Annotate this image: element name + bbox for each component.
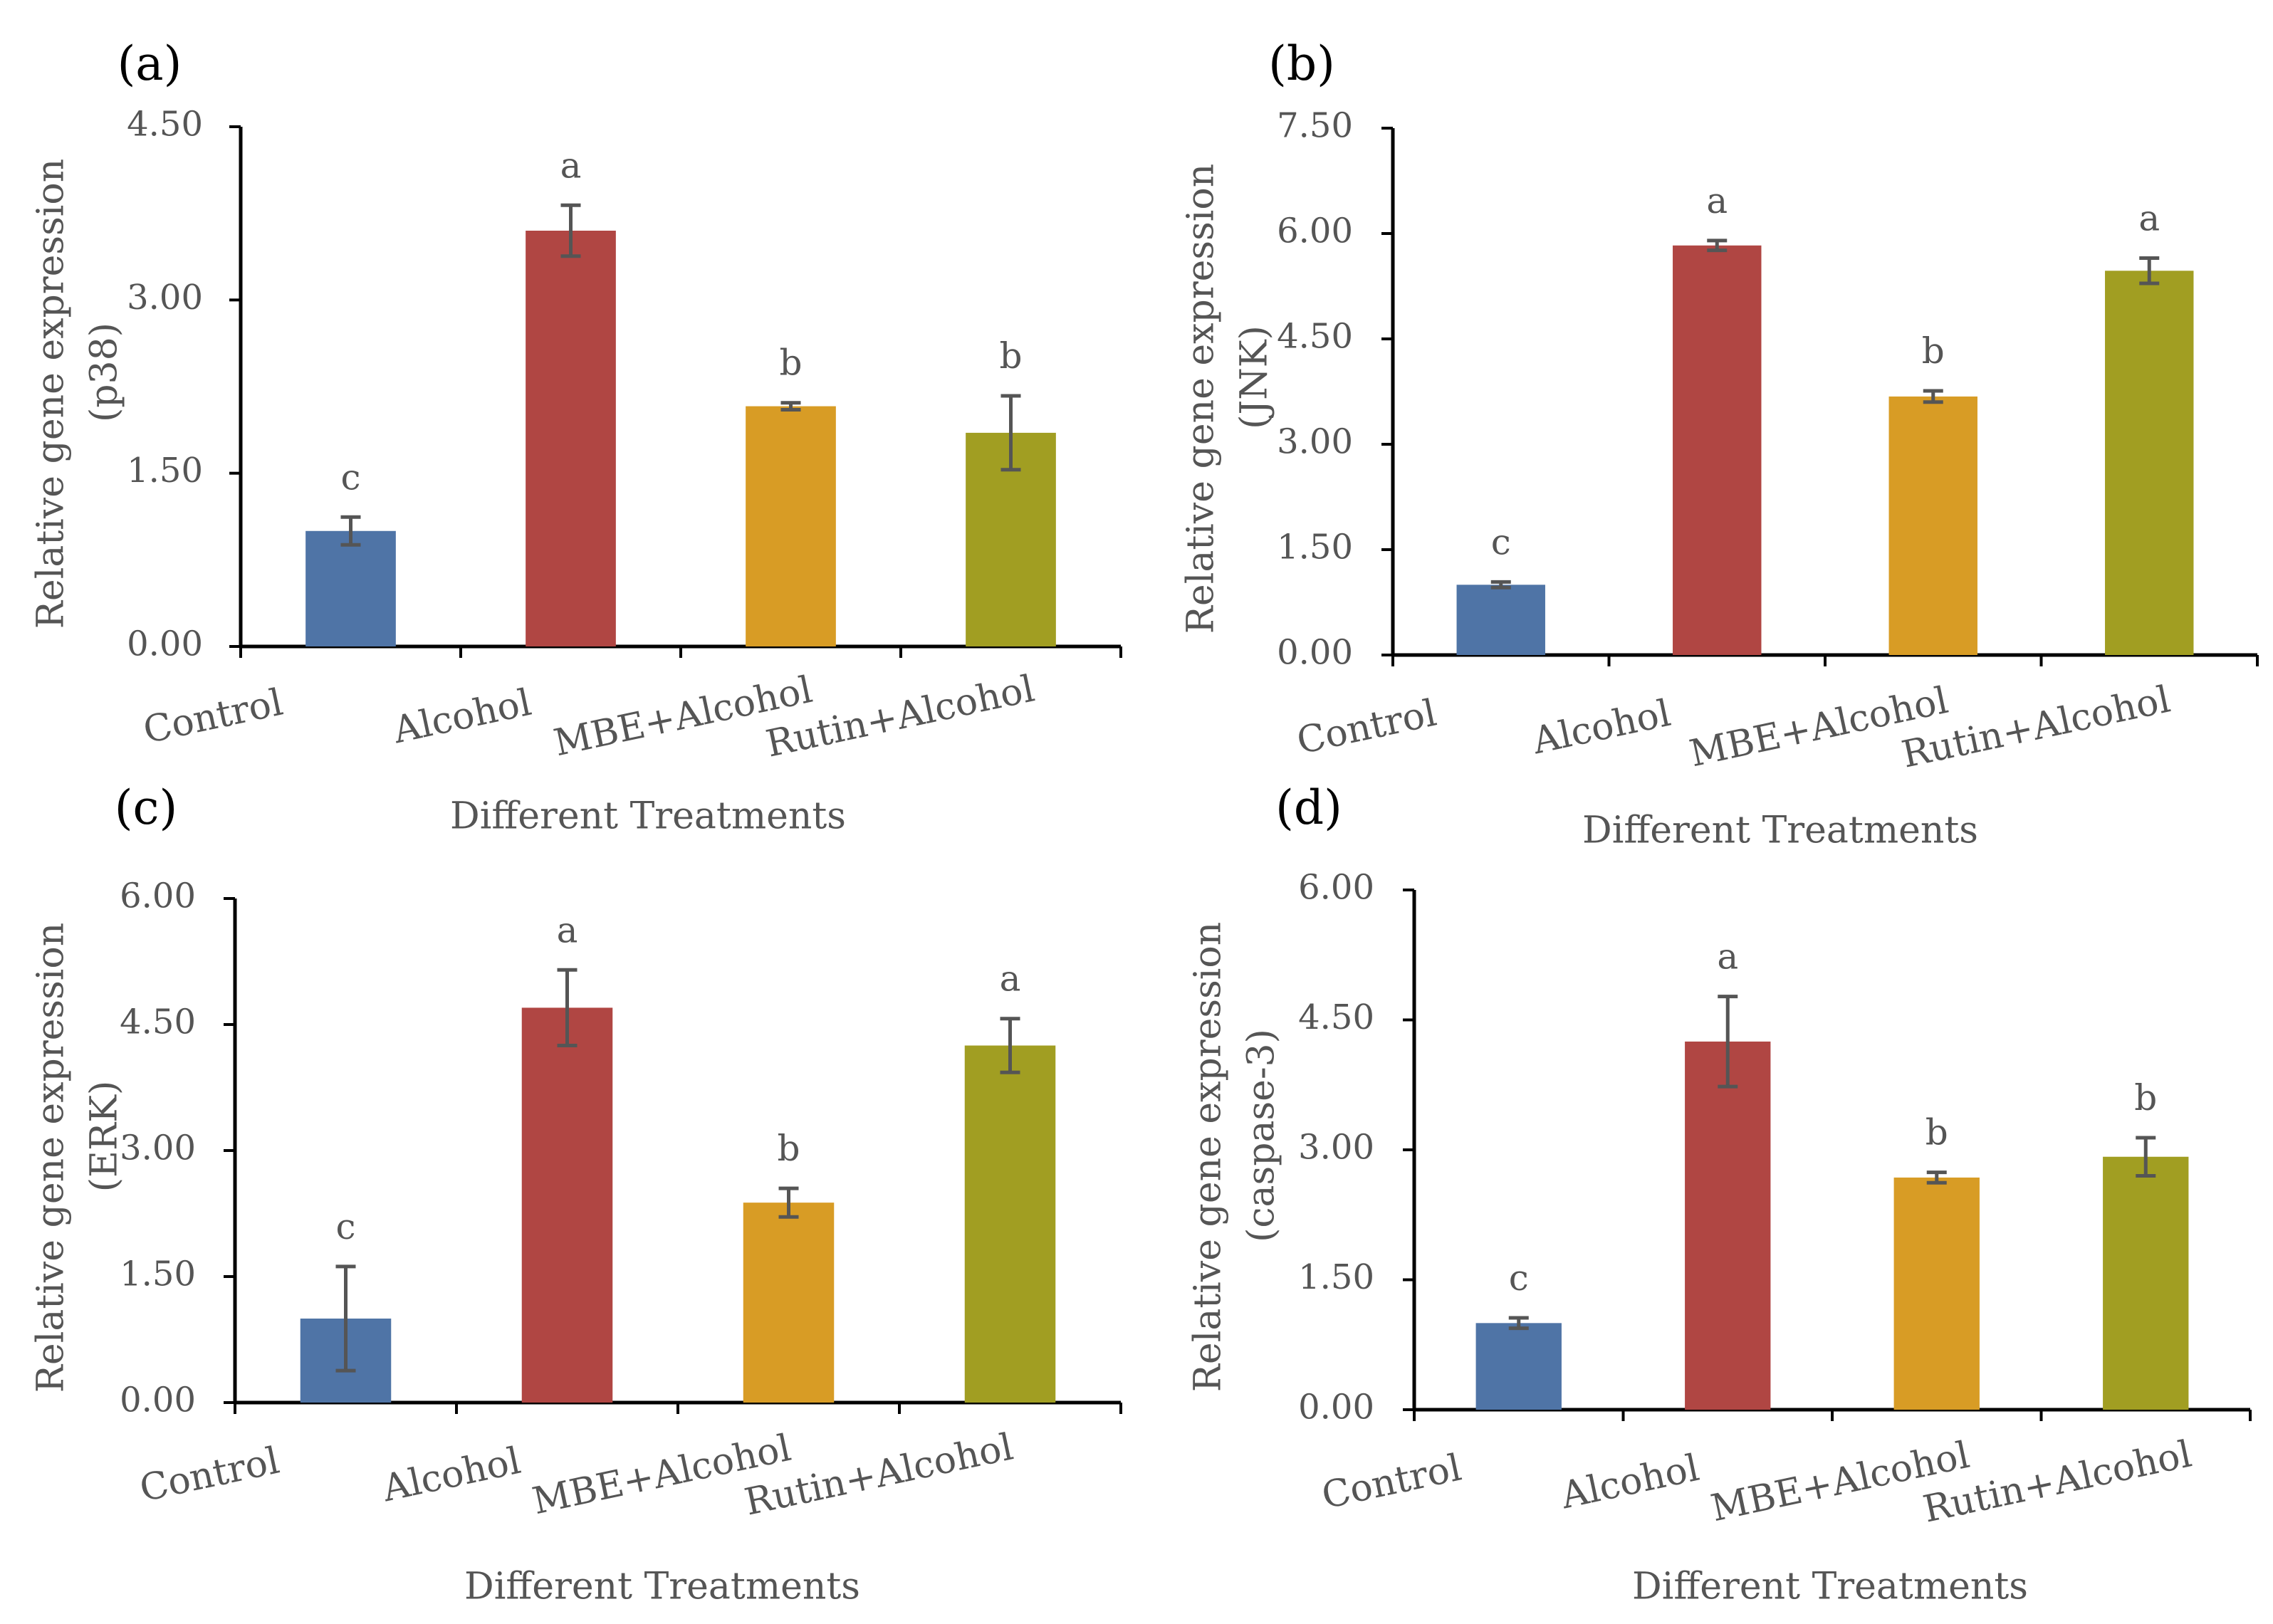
x-axis-title: Different Treatments bbox=[1582, 810, 1978, 852]
y-tick-label: 4.50 bbox=[120, 1002, 196, 1042]
bar bbox=[1685, 1041, 1771, 1410]
y-tick-label: 6.00 bbox=[1277, 211, 1353, 251]
x-category-label: Alcohol bbox=[378, 1440, 524, 1511]
y-axis-title: Relative gene expression bbox=[1187, 922, 1230, 1392]
panel-label: (b) bbox=[1268, 36, 1335, 91]
bar bbox=[1888, 396, 1977, 655]
y-tick-label: 0.00 bbox=[1277, 633, 1353, 673]
y-tick-label: 1.50 bbox=[1277, 528, 1353, 567]
bar bbox=[743, 1203, 835, 1403]
significance-letter: b bbox=[777, 1128, 800, 1169]
y-tick-label: 4.50 bbox=[127, 105, 203, 145]
significance-letter: c bbox=[340, 456, 360, 498]
bar bbox=[1893, 1177, 1980, 1410]
x-category-label: Control bbox=[140, 681, 286, 753]
bar bbox=[1475, 1323, 1562, 1410]
y-tick-label: 3.00 bbox=[1277, 422, 1353, 462]
bar bbox=[746, 406, 836, 646]
bar bbox=[2105, 271, 2194, 655]
bar bbox=[2103, 1156, 2189, 1410]
y-tick-label: 1.50 bbox=[127, 451, 203, 491]
y-tick-label: 6.00 bbox=[120, 876, 196, 916]
y-axis-title: Relative gene expression bbox=[30, 159, 73, 629]
panel-label: (a) bbox=[117, 36, 182, 91]
y-tick-label: 0.00 bbox=[127, 624, 203, 664]
x-category-label: Alcohol bbox=[389, 681, 535, 753]
y-axis-gene-name: (ERK) bbox=[83, 1081, 126, 1193]
bar bbox=[521, 1007, 613, 1403]
y-tick-label: 1.50 bbox=[1298, 1257, 1374, 1297]
panel-label: (c) bbox=[115, 780, 177, 835]
significance-letter: b bbox=[999, 335, 1022, 377]
x-category-label: Alcohol bbox=[1528, 692, 1674, 763]
y-tick-label: 4.50 bbox=[1298, 997, 1374, 1037]
y-tick-label: 3.00 bbox=[120, 1128, 196, 1168]
y-tick-label: 3.00 bbox=[1298, 1128, 1374, 1168]
y-axis-gene-name: (JNK) bbox=[1233, 325, 1276, 429]
x-category-label: Control bbox=[136, 1440, 283, 1511]
x-axis-title: Different Treatments bbox=[1632, 1566, 2028, 1608]
y-axis-title: Relative gene expression bbox=[1180, 164, 1223, 634]
significance-letter: b bbox=[2134, 1077, 2157, 1119]
x-category-label: Control bbox=[1318, 1447, 1465, 1518]
significance-letter: b bbox=[1925, 1112, 1948, 1153]
x-category-label: Control bbox=[1293, 692, 1440, 763]
x-axis-title: Different Treatments bbox=[464, 1566, 860, 1608]
significance-letter: a bbox=[557, 909, 578, 950]
significance-letter: c bbox=[335, 1206, 355, 1247]
y-axis-gene-name: (caspase-3) bbox=[1240, 1029, 1283, 1242]
bar bbox=[305, 530, 396, 646]
y-tick-label: 3.00 bbox=[127, 278, 203, 318]
significance-letter: c bbox=[1491, 521, 1511, 562]
x-category-label: Alcohol bbox=[1557, 1447, 1703, 1518]
y-tick-label: 6.00 bbox=[1298, 868, 1374, 908]
y-axis-title: Relative gene expression bbox=[30, 923, 73, 1393]
significance-letter: b bbox=[1922, 330, 1945, 372]
significance-letter: b bbox=[779, 342, 802, 384]
significance-letter: c bbox=[1509, 1257, 1529, 1299]
significance-letter: a bbox=[1000, 958, 1021, 1000]
y-tick-label: 4.50 bbox=[1277, 317, 1353, 357]
y-tick-label: 0.00 bbox=[120, 1381, 196, 1420]
bar bbox=[1673, 245, 1762, 656]
y-axis-gene-name: (p38) bbox=[83, 323, 126, 422]
x-axis-title: Different Treatments bbox=[450, 795, 846, 838]
bar bbox=[1456, 585, 1545, 655]
bar bbox=[964, 1045, 1056, 1403]
y-tick-label: 1.50 bbox=[120, 1254, 196, 1294]
panel-label: (d) bbox=[1275, 780, 1342, 835]
significance-letter: a bbox=[560, 145, 582, 186]
bar bbox=[526, 231, 616, 646]
y-tick-label: 7.50 bbox=[1277, 106, 1353, 146]
y-tick-label: 0.00 bbox=[1298, 1388, 1374, 1427]
significance-letter: a bbox=[1706, 180, 1728, 221]
significance-letter: a bbox=[1717, 936, 1738, 978]
significance-letter: a bbox=[2138, 198, 2160, 239]
